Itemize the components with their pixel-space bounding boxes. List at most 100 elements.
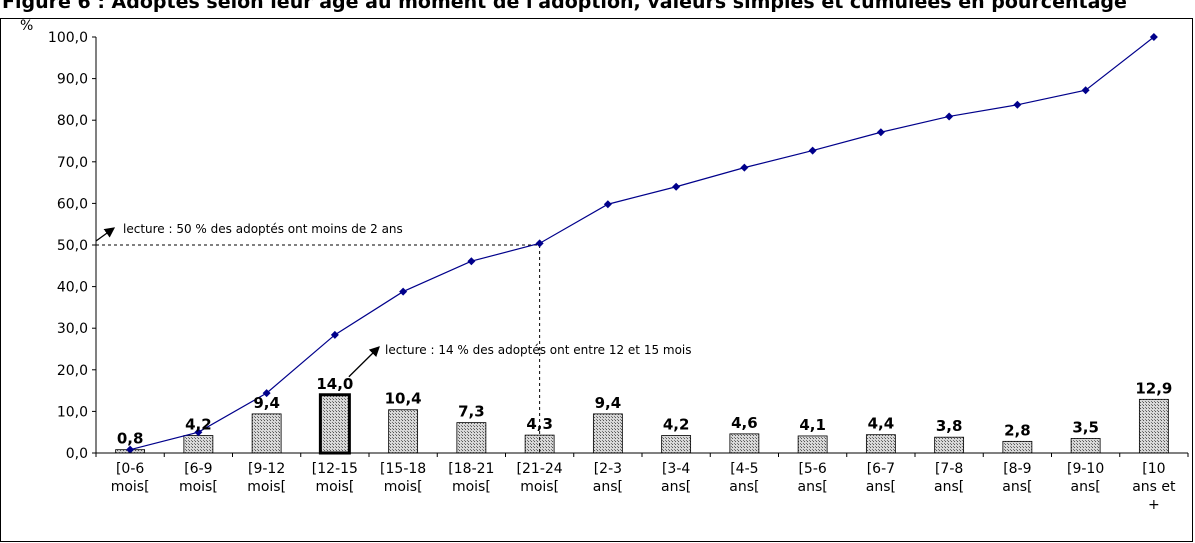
annotation-arrow-50 xyxy=(95,227,116,242)
x-tick-label-line: ans[ xyxy=(866,479,896,495)
x-tick-label: [2-3 ans[ xyxy=(593,461,623,495)
y-tick-label: 20,0 xyxy=(57,363,88,379)
bar-data-label: 4,4 xyxy=(868,415,895,433)
y-tick-label: 0,0 xyxy=(66,446,88,462)
y-tick-label: 90,0 xyxy=(57,72,88,88)
chart-title-strip: Figure 6 : Adoptés selon leur âge au mom… xyxy=(0,0,1195,16)
bar-data-label: 4,2 xyxy=(185,416,212,434)
x-tick-label: [3-4 ans[ xyxy=(661,461,691,495)
annotation-arrow-14 xyxy=(348,346,380,378)
bar-data-label: 0,8 xyxy=(117,430,144,448)
bar xyxy=(934,436,965,454)
bar xyxy=(456,422,487,454)
bar xyxy=(183,435,214,454)
x-tick-label-line: mois[ xyxy=(179,479,218,495)
x-tick-label-line: mois[ xyxy=(520,479,559,495)
x-tick-label: [8-9 ans[ xyxy=(1002,461,1032,495)
cumulative-point xyxy=(740,163,749,172)
x-tick-label-line: ans[ xyxy=(1071,479,1101,495)
x-tick-label-line: [9-12 xyxy=(248,461,285,477)
x-tick-label-line: [3-4 xyxy=(662,461,690,477)
bar-data-label: 4,6 xyxy=(731,414,758,432)
y-axis: % 0,0 10,0 20,0 30,0 40,0 50,0 60,0 70,0 80,0 90,0… xyxy=(20,18,97,462)
x-tick-label-line: ans et xyxy=(1132,479,1176,495)
x-tick-label: [21-24 mois[ xyxy=(517,461,563,495)
cumulative-point xyxy=(194,428,203,437)
x-tick-label-line: [10 xyxy=(1142,461,1165,477)
x-tick-label: [10 ans et + xyxy=(1132,461,1176,513)
x-tick-label-line: ans[ xyxy=(798,479,828,495)
x-tick-label-line: [5-6 xyxy=(798,461,826,477)
cumulative-line-series xyxy=(126,33,1158,454)
bar-series xyxy=(115,393,1169,455)
cumulative-point xyxy=(399,287,408,296)
x-tick-label: [7-8 ans[ xyxy=(934,461,964,495)
bar-data-label: 12,9 xyxy=(1135,379,1172,397)
bar-data-label: 3,8 xyxy=(936,417,963,435)
x-tick-label: [18-21 mois[ xyxy=(448,461,494,495)
bar-data-label: 4,1 xyxy=(799,416,826,434)
bar-data-label: 10,4 xyxy=(385,390,422,408)
bar xyxy=(251,413,282,454)
x-tick-label-line: ans[ xyxy=(661,479,691,495)
bar-data-label: 2,8 xyxy=(1004,421,1031,439)
annotation-text-50: lecture : 50 % des adoptés ont moins de … xyxy=(123,222,403,236)
x-tick-label-line: ans[ xyxy=(934,479,964,495)
x-tick-label-line: mois[ xyxy=(452,479,491,495)
bar xyxy=(1138,398,1169,454)
bar-data-labels: 0,8 4,2 9,4 14,0 10,4 7,3 4,3 9,4 4,2 4,6 4,1 4,4 3,… xyxy=(117,375,1173,448)
bar-data-label: 9,4 xyxy=(595,394,622,412)
x-tick-label: [9-12 mois[ xyxy=(247,461,286,495)
cumulative-point xyxy=(808,146,817,155)
y-tick-label: 80,0 xyxy=(57,113,88,129)
x-tick-label-line: [4-5 xyxy=(730,461,758,477)
annotation-text-14: lecture : 14 % des adoptés ont entre 12 … xyxy=(385,343,692,357)
x-tick-label-line: mois[ xyxy=(247,479,286,495)
cumulative-point xyxy=(126,445,135,454)
x-tick-label-line: [6-9 xyxy=(184,461,212,477)
x-tick-label-line: ans[ xyxy=(1002,479,1032,495)
reading-guides xyxy=(96,244,541,453)
x-tick-label: [6-7 ans[ xyxy=(866,461,896,495)
cumulative-point xyxy=(1081,86,1090,95)
bar xyxy=(388,409,419,454)
cumulative-point xyxy=(262,389,271,398)
y-tick-label: 60,0 xyxy=(57,196,88,212)
x-tick-label: [6-9 mois[ xyxy=(179,461,218,495)
chart-frame xyxy=(0,18,1193,542)
x-tick-label: [12-15 mois[ xyxy=(312,461,358,495)
bar-data-label: 9,4 xyxy=(253,394,280,412)
cumulative-point xyxy=(467,257,476,266)
y-tick-label: 40,0 xyxy=(57,280,88,296)
x-axis: [0-6 mois[ [6-9 mois[ [9-12 mois[ [12-15 mois[ [… xyxy=(95,452,1189,513)
x-tick-label: [0-6 mois[ xyxy=(111,461,150,495)
cumulative-point xyxy=(876,128,885,137)
x-tick-label-line: [2-3 xyxy=(594,461,622,477)
cumulative-point xyxy=(1013,100,1022,109)
bar xyxy=(729,433,760,454)
x-tick-label-line: [9-10 xyxy=(1067,461,1104,477)
chart-title: Figure 6 : Adoptés selon leur âge au mom… xyxy=(2,0,1127,13)
cumulative-line xyxy=(129,36,1155,451)
x-tick-label-line: mois[ xyxy=(111,479,150,495)
bar xyxy=(865,434,896,454)
bar xyxy=(1070,438,1101,454)
bar-data-label: 4,3 xyxy=(526,415,553,433)
cumulative-point xyxy=(945,112,954,121)
x-tick-label: [4-5 ans[ xyxy=(729,461,759,495)
cumulative-point xyxy=(603,200,612,209)
x-tick-label: [15-18 mois[ xyxy=(380,461,426,495)
x-tick-label-line: mois[ xyxy=(384,479,423,495)
cumulative-point xyxy=(1149,33,1158,41)
y-tick-label: 10,0 xyxy=(57,404,88,420)
y-axis-unit-label: % xyxy=(20,18,33,34)
bar-data-label: 3,5 xyxy=(1072,418,1099,436)
y-tick-label: 100,0 xyxy=(48,30,88,46)
x-tick-label-line: [8-9 xyxy=(1003,461,1031,477)
annotations: lecture : 50 % des adoptés ont moins de … xyxy=(95,222,692,378)
y-tick-label: 50,0 xyxy=(57,238,88,254)
bar xyxy=(797,435,828,454)
cumulative-point xyxy=(672,182,681,191)
x-tick-label: [5-6 ans[ xyxy=(798,461,828,495)
